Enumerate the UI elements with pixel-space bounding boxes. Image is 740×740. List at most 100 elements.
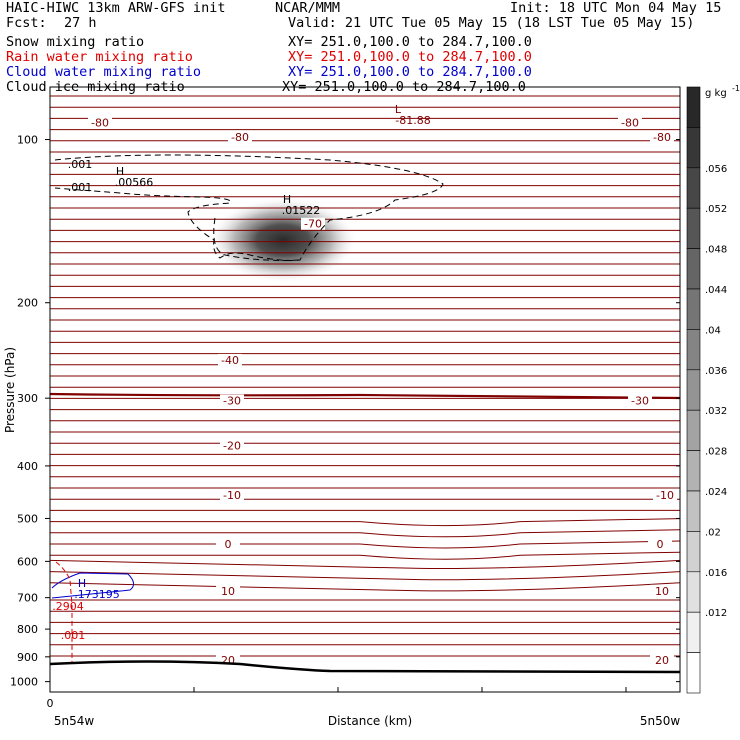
y-tick-label: 800 <box>17 623 38 636</box>
cloud-water-high-value: .173195 <box>74 588 120 601</box>
plot-frame <box>49 86 681 693</box>
y-tick-label: 900 <box>17 651 38 664</box>
x-zero-label: 0 <box>47 697 54 710</box>
contour-label-bg <box>650 131 674 144</box>
colorbar-label: .04 <box>705 325 721 336</box>
colorbar-label: .044 <box>705 285 727 296</box>
colorbar-box <box>686 127 701 169</box>
temperature-contour <box>49 559 681 569</box>
plot-title: HAIC-HIWC 13km ARW-GFS init <box>6 0 226 16</box>
temperature-contour-label: -40 <box>221 354 239 367</box>
temperature-contour-label: 10 <box>221 585 235 598</box>
org-label: NCAR/MMM <box>275 0 341 16</box>
temperature-contour-label: -30 <box>631 395 649 408</box>
colorbar-box <box>686 611 701 653</box>
colorbar-box <box>686 167 701 209</box>
snow-contour-label: .001 <box>68 181 93 194</box>
contour-label-bg <box>618 116 642 129</box>
temperature-contour-label: -80 <box>231 131 249 144</box>
field-name-cloud-water: Cloud water mixing ratio <box>6 64 202 80</box>
colorbar-box <box>686 531 701 573</box>
temperature-contour <box>50 540 681 549</box>
temperature-contour-label: 0 <box>225 538 232 551</box>
field-xy-cloud-water: XY= 251.0,100.0 to 284.7,100.0 <box>288 64 532 80</box>
colorbar-label: .028 <box>705 447 727 458</box>
y-tick-label: 700 <box>17 592 38 605</box>
valid-time: Valid: 21 UTC Tue 05 May 15 (18 LST Tue … <box>288 15 695 31</box>
temperature-contour-label: 20 <box>655 654 669 667</box>
temperature-contour-label: -20 <box>223 440 241 453</box>
colorbar-label: .036 <box>705 366 727 377</box>
x-end-label: 5n50w <box>640 714 681 728</box>
colorbar-label: .02 <box>705 527 721 538</box>
y-tick-label: 1000 <box>10 676 38 689</box>
y-tick-label: 300 <box>17 392 38 405</box>
contour-label-bg <box>628 394 652 407</box>
temperature-contour <box>50 551 681 560</box>
colorbar-box <box>686 369 701 411</box>
field-xy-rain: XY= 251.0,100.0 to 284.7,100.0 <box>288 49 532 65</box>
temperature-contour-label: 20 <box>221 654 235 667</box>
rain-water-max-value: .2904 <box>52 600 84 613</box>
contour-label-bg <box>220 439 244 452</box>
contour-label-bg <box>220 489 244 502</box>
temperature-contour-label: 10 <box>655 585 669 598</box>
temperature-contour-label: -80 <box>91 116 109 129</box>
colorbar-box <box>686 86 701 128</box>
rain-water-contour <box>55 561 73 662</box>
temperature-contour-label: -10 <box>656 489 674 502</box>
contour-label-bg <box>650 654 674 667</box>
high-value: .00566 <box>115 176 154 189</box>
contour-label-bg <box>653 489 677 502</box>
x-start-label: 5n54w <box>54 714 95 728</box>
fcst-label: Fcst: <box>6 15 47 31</box>
field-xy-snow: XY= 251.0,100.0 to 284.7,100.0 <box>288 34 532 50</box>
snow-contour-label: .001 <box>68 158 93 171</box>
colorbar-box <box>686 450 701 492</box>
temperature-contour-label: -80 <box>621 116 639 129</box>
snow-contour <box>54 154 444 261</box>
field-name-snow: Snow mixing ratio <box>6 34 145 50</box>
terrain-line <box>49 660 681 674</box>
colorbar-box <box>686 652 701 694</box>
cloud-water-contour <box>51 572 134 599</box>
colorbar-box <box>686 248 701 290</box>
high-value: .01522 <box>282 204 321 217</box>
contour-label-bg <box>648 537 672 550</box>
colorbar-label: .032 <box>705 406 727 417</box>
contour-label-bg <box>650 584 674 597</box>
temperature-contour-label: -70 <box>304 218 322 231</box>
colorbar-unit: g kg <box>705 88 727 99</box>
temperature-contour <box>50 518 681 527</box>
low-marker: L <box>395 103 402 116</box>
cloud-water-high-marker: H <box>78 577 86 590</box>
colorbar-box <box>686 207 701 249</box>
colorbar-label: .048 <box>705 245 727 256</box>
y-axis-label: Pressure (hPa) <box>3 347 17 433</box>
colorbar-box <box>686 571 701 613</box>
y-tick-label: 500 <box>17 512 38 525</box>
temperature-contour-label: 0 <box>657 538 664 551</box>
contour-label-bg <box>88 116 112 129</box>
init-time: Init: 18 UTC Mon 04 May 15 <box>510 0 722 16</box>
contour-label-bg <box>220 394 244 407</box>
contour-label-bg <box>301 217 325 230</box>
freezing-level-contour <box>49 392 681 400</box>
temperature-contour-label: -10 <box>223 489 241 502</box>
low-value: -81.88 <box>395 114 430 127</box>
temperature-contour <box>50 529 681 538</box>
contour-label-bg <box>216 584 240 597</box>
colorbar-label: .052 <box>705 204 727 215</box>
y-tick-label: 200 <box>17 297 38 310</box>
colorbar-box <box>686 288 701 330</box>
colorbar-label: .024 <box>705 487 727 498</box>
colorbar-unit-exp: -1 <box>732 84 740 93</box>
temperature-contour <box>49 571 681 581</box>
field-name-rain: Rain water mixing ratio <box>6 49 193 65</box>
colorbar-box <box>686 409 701 451</box>
high-marker: H <box>116 165 124 178</box>
high-marker: H <box>283 193 291 206</box>
contour-label-bg <box>216 537 240 550</box>
contour-label-bg <box>228 131 252 144</box>
